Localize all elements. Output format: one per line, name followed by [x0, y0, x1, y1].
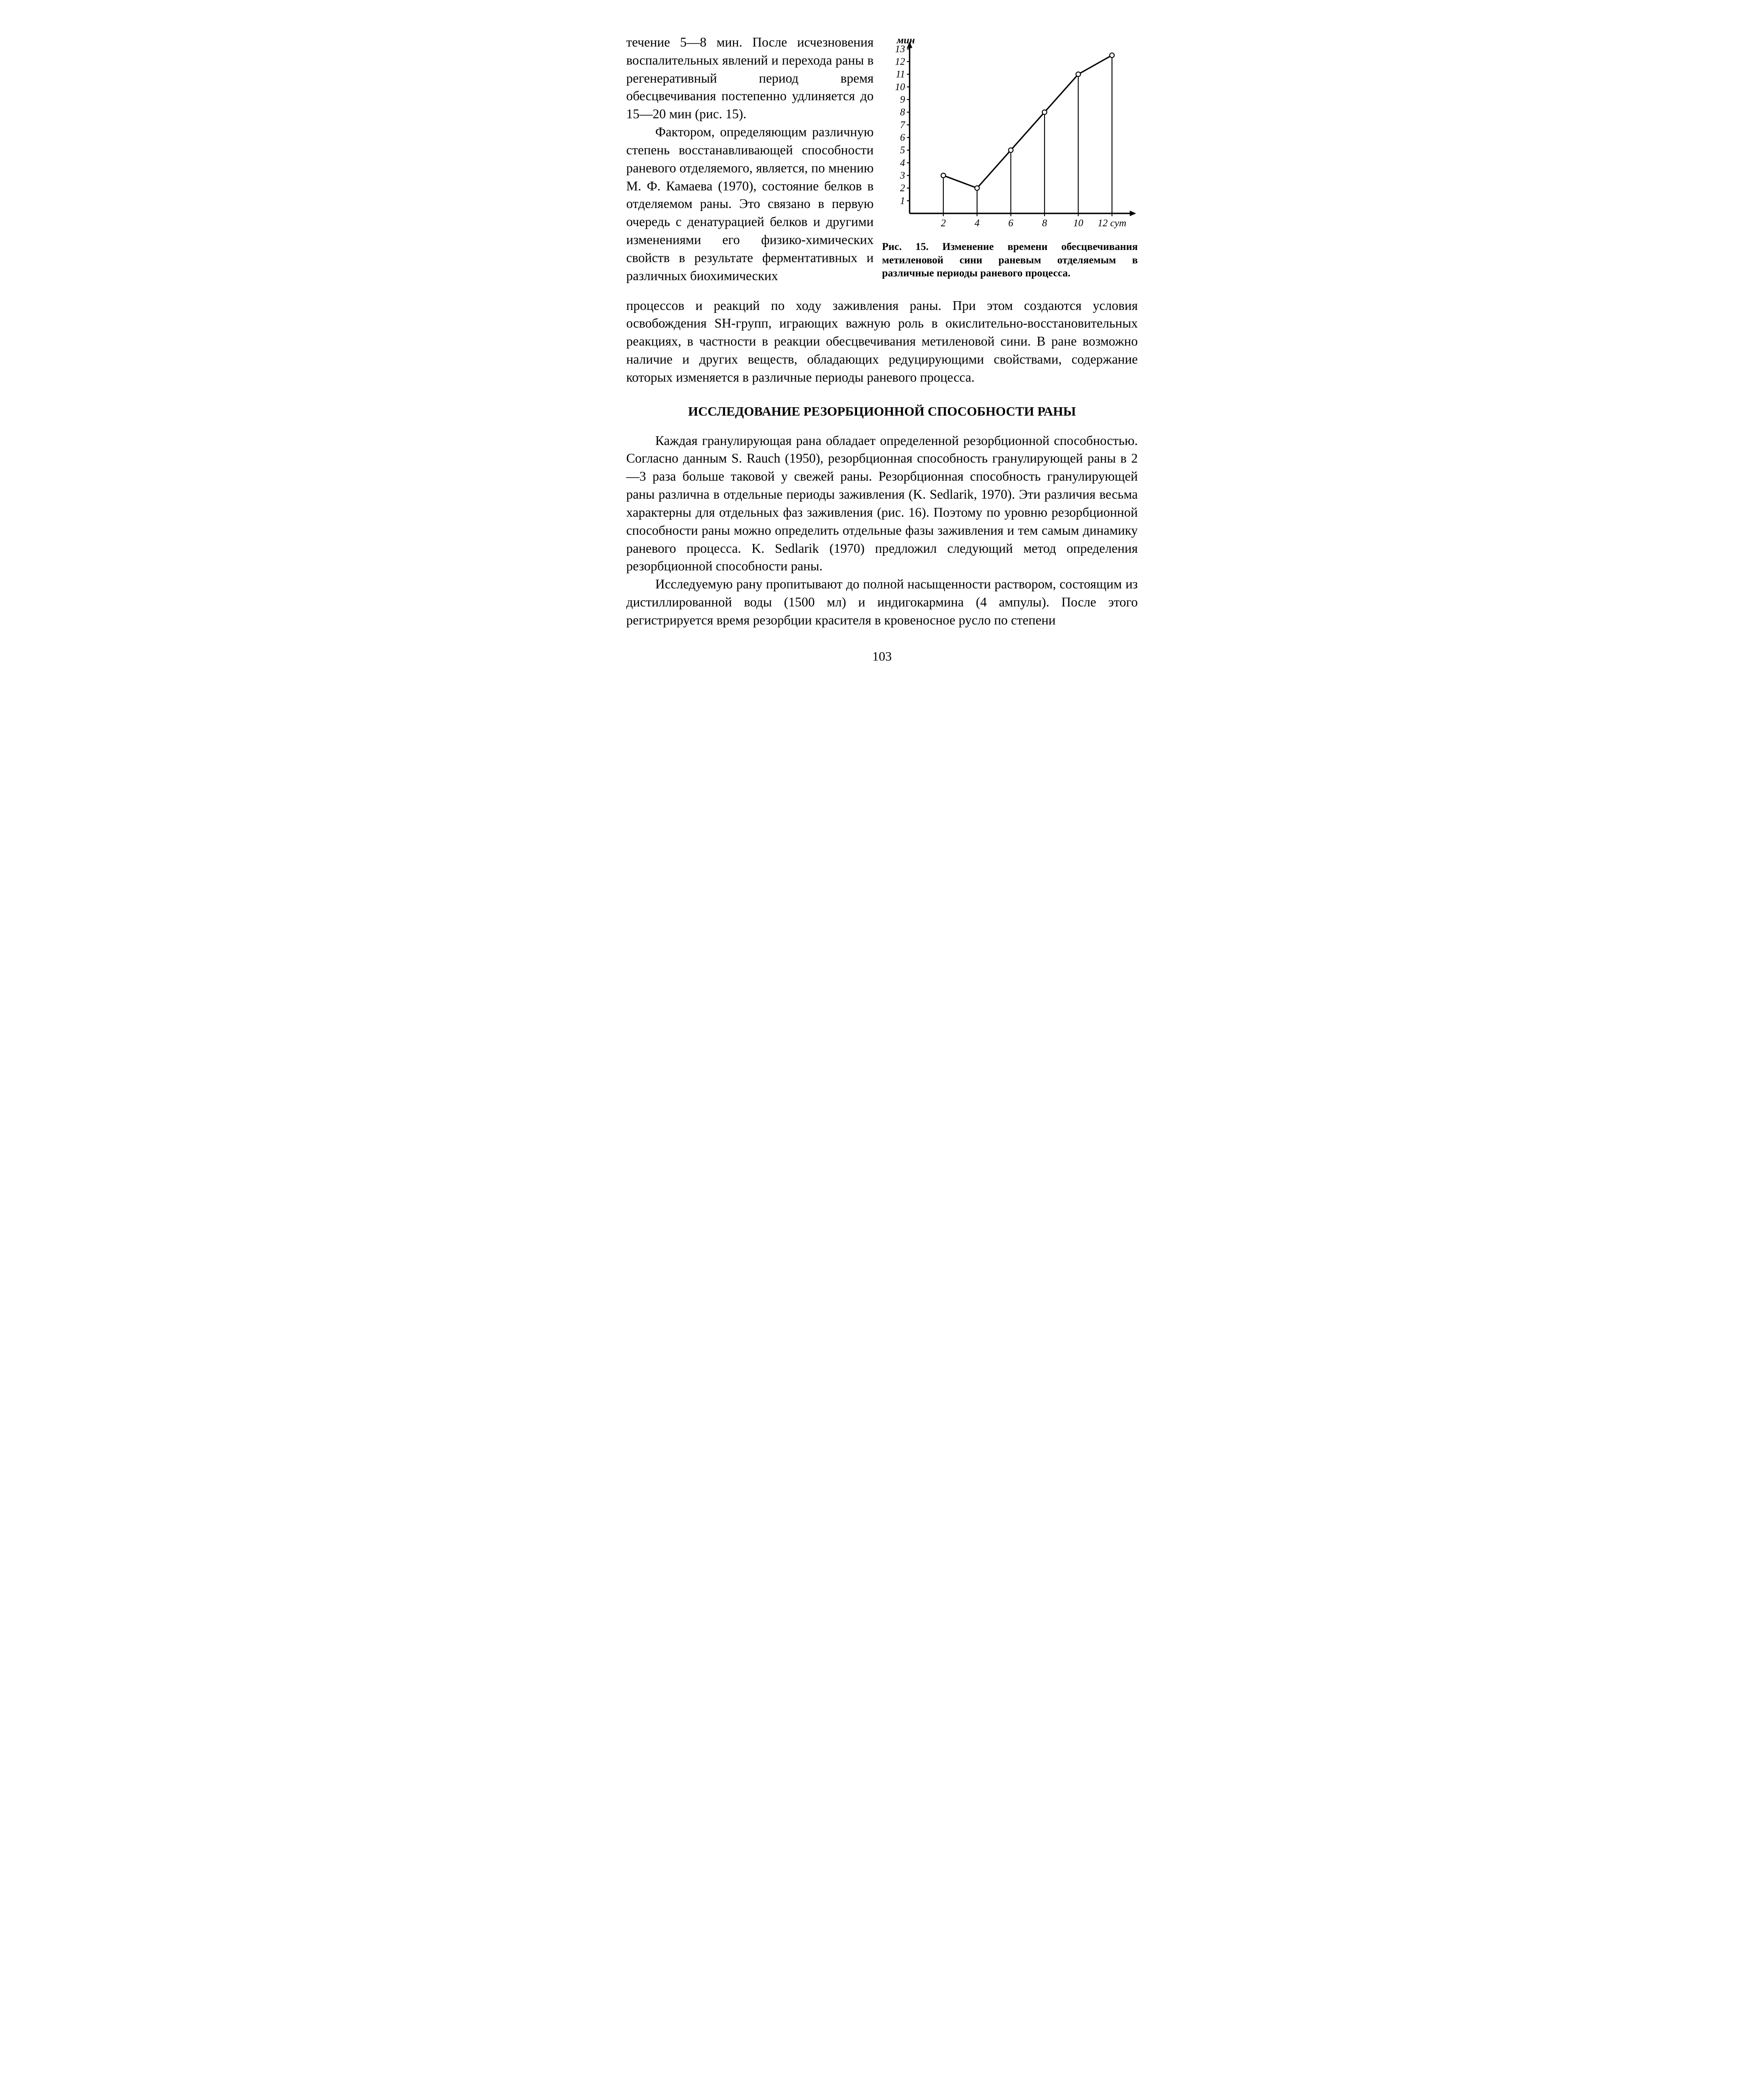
- svg-text:3: 3: [899, 170, 905, 181]
- svg-text:6: 6: [1008, 218, 1013, 229]
- svg-text:11: 11: [896, 69, 905, 80]
- svg-text:8: 8: [1042, 218, 1047, 229]
- paragraph-3: Каждая гранулирующая рана обладает опред…: [626, 432, 1138, 576]
- figure-15: 1234567891011121324681012 сутмин Рис. 15…: [882, 35, 1138, 280]
- svg-text:12 сут: 12 сут: [1097, 218, 1126, 229]
- page-number: 103: [626, 649, 1138, 664]
- paragraph-2-continued: процессов и реакций по ходу заживления р…: [626, 297, 1138, 387]
- svg-text:2: 2: [940, 218, 946, 229]
- figure-15-caption: Рис. 15. Изменение времени обесцвечивани…: [882, 240, 1138, 280]
- svg-text:9: 9: [900, 94, 905, 105]
- upper-text-block: 1234567891011121324681012 сутмин Рис. 15…: [626, 34, 1138, 285]
- svg-text:7: 7: [900, 120, 905, 130]
- paragraph-4: Исследуемую рану пропитывают до полной н…: [626, 575, 1138, 629]
- svg-text:10: 10: [895, 82, 905, 93]
- svg-text:8: 8: [900, 107, 905, 118]
- svg-text:1: 1: [900, 195, 905, 206]
- svg-text:4: 4: [974, 218, 979, 229]
- svg-text:мин: мин: [896, 35, 914, 46]
- section-title: ИССЛЕДОВАНИЕ РЕЗОРБЦИОННОЙ СПОСОБНОСТИ Р…: [626, 403, 1138, 420]
- svg-text:4: 4: [900, 158, 905, 169]
- svg-text:12: 12: [895, 56, 905, 67]
- figure-15-chart: 1234567891011121324681012 сутмин: [882, 35, 1138, 236]
- svg-text:5: 5: [900, 145, 905, 156]
- svg-text:10: 10: [1073, 218, 1083, 229]
- svg-text:6: 6: [900, 132, 905, 143]
- svg-text:2: 2: [900, 183, 905, 194]
